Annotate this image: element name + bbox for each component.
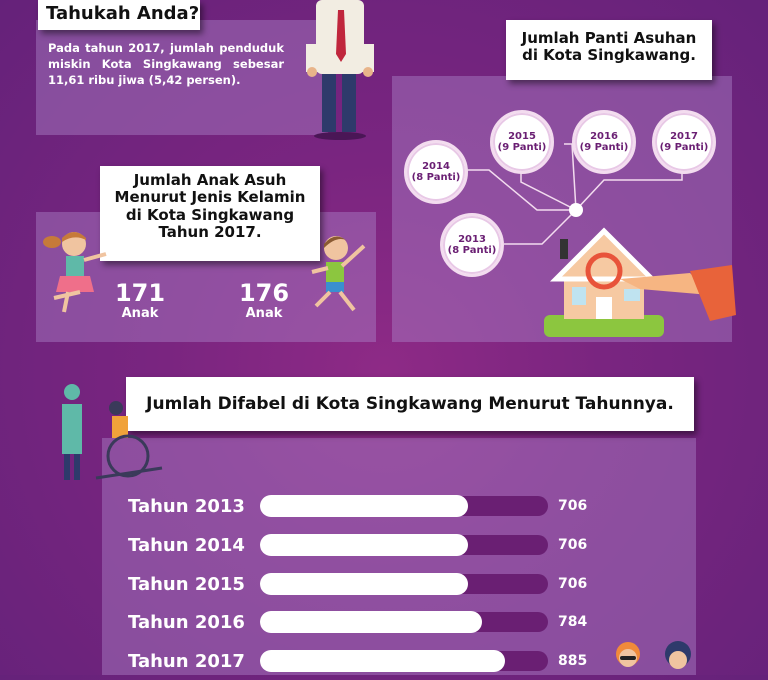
bar-row-2016: Tahun 2016 784 [128, 611, 587, 633]
girls-count-unit: Anak [121, 306, 159, 321]
children-title-line: Menurut Jenis Kelamin [114, 188, 306, 207]
fact-panel [36, 20, 328, 135]
bar-label: Tahun 2014 [128, 534, 245, 556]
orphanage-year-2015: 2015 (9 Panti) [490, 110, 554, 174]
bar-value: 706 [558, 498, 588, 514]
bar-track [260, 611, 548, 633]
man-illustration-icon [300, 0, 380, 140]
bar-row-2013: Tahun 2013 706 [128, 495, 587, 517]
orphanage-count: (9 Panti) [497, 142, 547, 153]
orphanage-year-2013: 2013 (8 Panti) [440, 213, 504, 277]
orphanage-year: 2013 [458, 233, 486, 245]
orphanage-count: (9 Panti) [579, 142, 629, 153]
bar-fill [260, 611, 482, 633]
wheelchair-illustration-icon [56, 382, 166, 482]
fact-title: Tahukah Anda? [38, 0, 200, 30]
orphanage-year: 2015 [508, 130, 536, 142]
fact-body: Pada tahun 2017, jumlah penduduk miskin … [48, 41, 284, 87]
orphanage-title-line: Jumlah Panti Asuhan [521, 29, 697, 47]
children-title: Jumlah Anak Asuh Menurut Jenis Kelamin d… [100, 166, 320, 261]
boys-count-value: 176 [238, 279, 290, 307]
bar-row-2015: Tahun 2015 706 [128, 573, 587, 595]
bar-row-2014: Tahun 2014 706 [128, 534, 587, 556]
bar-label: Tahun 2013 [128, 495, 245, 517]
orphanage-year: 2014 [422, 160, 450, 172]
orphanage-year: 2017 [670, 130, 698, 142]
bar-value: 784 [558, 614, 588, 630]
bar-label: Tahun 2016 [128, 611, 245, 633]
bar-fill [260, 650, 505, 672]
boy-illustration-icon [306, 228, 370, 318]
orphanage-count: (9 Panti) [659, 142, 709, 153]
orphanage-title-line: di Kota Singkawang. [522, 46, 696, 65]
bar-track [260, 650, 548, 672]
girls-count: 171 Anak [112, 280, 168, 321]
difabel-panel [102, 438, 696, 675]
difabel-title: Jumlah Difabel di Kota Singkawang Menuru… [126, 377, 694, 431]
orphanage-year: 2016 [590, 130, 618, 142]
bar-row-2017: Tahun 2017 885 [128, 650, 587, 672]
bar-fill [260, 495, 468, 517]
people-illustration-icon [612, 636, 692, 676]
bar-value: 885 [558, 653, 588, 669]
orphanage-count: (8 Panti) [447, 245, 497, 256]
bar-value: 706 [558, 576, 588, 592]
girl-illustration-icon [42, 226, 112, 321]
bar-track [260, 534, 548, 556]
children-title-line: Tahun 2017. [158, 222, 262, 241]
orphanage-year-2017: 2017 (9 Panti) [652, 110, 716, 174]
bar-label: Tahun 2017 [128, 650, 245, 672]
orphanage-count: (8 Panti) [411, 172, 461, 183]
boys-count-unit: Anak [245, 306, 283, 321]
children-title-line: di Kota Singkawang [125, 205, 295, 224]
bar-fill [260, 534, 468, 556]
boys-count: 176 Anak [236, 280, 292, 321]
house-magnifier-icon [540, 225, 740, 345]
bar-value: 706 [558, 537, 588, 553]
orphanage-year-2016: 2016 (9 Panti) [572, 110, 636, 174]
bar-track [260, 495, 548, 517]
bar-label: Tahun 2015 [128, 573, 245, 595]
children-title-line: Jumlah Anak Asuh [133, 171, 287, 189]
bar-fill [260, 573, 468, 595]
orphanage-title: Jumlah Panti Asuhan di Kota Singkawang. [506, 20, 712, 80]
girls-count-value: 171 [114, 279, 166, 307]
bar-track [260, 573, 548, 595]
orphanage-year-2014: 2014 (8 Panti) [404, 140, 468, 204]
